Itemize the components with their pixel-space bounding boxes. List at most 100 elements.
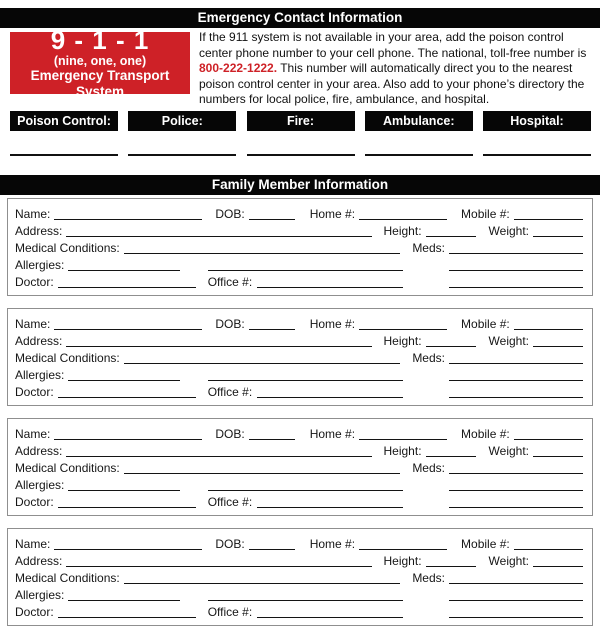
allergies-blank-line[interactable] xyxy=(68,599,181,601)
weight-blank-line[interactable] xyxy=(533,565,583,567)
dob-blank-line[interactable] xyxy=(248,218,295,220)
address-blank-line[interactable] xyxy=(66,345,372,347)
mobile-number-blank-line[interactable] xyxy=(513,328,583,330)
dob-label: DOB: xyxy=(215,536,245,551)
doctor-row: Doctor: Office #: xyxy=(15,603,583,620)
poison-control-blank-line[interactable] xyxy=(10,153,118,156)
medical-conditions-row: Medical Conditions: Meds: xyxy=(15,349,583,366)
police-blank-line[interactable] xyxy=(128,153,237,156)
meds-continuation-blank-line[interactable] xyxy=(449,269,583,271)
address-row: Address: Height: Weight: xyxy=(15,442,583,459)
height-blank-line[interactable] xyxy=(425,565,476,567)
name-row: Name: DOB: Home #: Mobile #: xyxy=(15,425,583,442)
height-label: Height: xyxy=(383,223,422,238)
weight-label: Weight: xyxy=(488,553,529,568)
name-blank-line[interactable] xyxy=(54,218,203,220)
name-label: Name: xyxy=(15,536,51,551)
allergies-continuation-blank-line[interactable] xyxy=(208,269,403,271)
meds-continuation-blank-line-2[interactable] xyxy=(449,506,583,508)
allergies-row: Allergies: xyxy=(15,476,583,493)
name-blank-line[interactable] xyxy=(54,548,203,550)
contact-label-ambulance: Ambulance: xyxy=(364,110,473,131)
weight-label: Weight: xyxy=(488,443,529,458)
dob-blank-line[interactable] xyxy=(248,328,295,330)
fire-blank-line[interactable] xyxy=(246,153,355,156)
allergies-continuation-blank-line[interactable] xyxy=(208,599,403,601)
meds-continuation-blank-line[interactable] xyxy=(449,599,583,601)
allergies-row: Allergies: xyxy=(15,256,583,273)
allergies-label: Allergies: xyxy=(15,587,65,602)
name-blank-line[interactable] xyxy=(54,438,203,440)
office-number-blank-line[interactable] xyxy=(257,286,403,288)
doctor-blank-line[interactable] xyxy=(57,286,196,288)
home-number-label: Home #: xyxy=(309,316,356,331)
doctor-blank-line[interactable] xyxy=(57,616,196,618)
home-number-blank-line[interactable] xyxy=(359,438,448,440)
ambulance-blank-line[interactable] xyxy=(364,153,473,156)
doctor-blank-line[interactable] xyxy=(57,506,196,508)
home-number-blank-line[interactable] xyxy=(359,328,448,330)
meds-label: Meds: xyxy=(412,570,445,585)
allergies-blank-line[interactable] xyxy=(68,269,181,271)
allergies-continuation-blank-line[interactable] xyxy=(208,379,403,381)
address-row: Address: Height: Weight: xyxy=(15,222,583,239)
address-blank-line[interactable] xyxy=(66,455,372,457)
family-member-header-bar: Family Member Information xyxy=(0,174,600,195)
dob-blank-line[interactable] xyxy=(248,548,295,550)
doctor-blank-line[interactable] xyxy=(57,396,196,398)
medical-conditions-blank-line[interactable] xyxy=(123,362,401,364)
allergies-continuation-blank-line[interactable] xyxy=(208,489,403,491)
allergies-label: Allergies: xyxy=(15,367,65,382)
weight-blank-line[interactable] xyxy=(533,345,583,347)
office-number-blank-line[interactable] xyxy=(257,396,403,398)
meds-blank-line[interactable] xyxy=(449,252,583,254)
dob-blank-line[interactable] xyxy=(248,438,295,440)
medical-conditions-blank-line[interactable] xyxy=(123,472,401,474)
office-number-blank-line[interactable] xyxy=(257,506,403,508)
name-blank-line[interactable] xyxy=(54,328,203,330)
mobile-number-blank-line[interactable] xyxy=(513,438,583,440)
meds-continuation-blank-line[interactable] xyxy=(449,379,583,381)
height-blank-line[interactable] xyxy=(425,235,476,237)
hospital-blank-line[interactable] xyxy=(483,153,591,156)
medical-conditions-label: Medical Conditions: xyxy=(15,350,120,365)
doctor-label: Doctor: xyxy=(15,274,54,289)
height-blank-line[interactable] xyxy=(425,455,476,457)
address-blank-line[interactable] xyxy=(66,235,372,237)
medical-conditions-blank-line[interactable] xyxy=(123,252,401,254)
allergies-blank-line[interactable] xyxy=(68,379,181,381)
doctor-label: Doctor: xyxy=(15,494,54,509)
contact-label-fire: Fire: xyxy=(246,110,355,131)
name-row: Name: DOB: Home #: Mobile #: xyxy=(15,315,583,332)
weight-blank-line[interactable] xyxy=(533,235,583,237)
mobile-number-blank-line[interactable] xyxy=(513,548,583,550)
meds-blank-line[interactable] xyxy=(449,582,583,584)
home-number-blank-line[interactable] xyxy=(359,548,448,550)
home-number-blank-line[interactable] xyxy=(359,218,448,220)
meds-continuation-blank-line-2[interactable] xyxy=(449,396,583,398)
height-label: Height: xyxy=(383,443,422,458)
medical-conditions-row: Medical Conditions: Meds: xyxy=(15,569,583,586)
medical-conditions-label: Medical Conditions: xyxy=(15,460,120,475)
meds-blank-line[interactable] xyxy=(449,472,583,474)
office-number-label: Office #: xyxy=(207,494,253,509)
doctor-label: Doctor: xyxy=(15,604,54,619)
address-blank-line[interactable] xyxy=(66,565,372,567)
mobile-number-blank-line[interactable] xyxy=(513,218,583,220)
meds-blank-line[interactable] xyxy=(449,362,583,364)
height-blank-line[interactable] xyxy=(425,345,476,347)
medical-conditions-blank-line[interactable] xyxy=(123,582,401,584)
allergies-blank-line[interactable] xyxy=(68,489,181,491)
height-label: Height: xyxy=(383,553,422,568)
badge-911-number: 9 - 1 - 1 xyxy=(50,24,150,55)
weight-label: Weight: xyxy=(488,333,529,348)
meds-continuation-blank-line[interactable] xyxy=(449,489,583,491)
poison-control-paragraph: If the 911 system is not available in yo… xyxy=(199,30,597,108)
nine-one-one-badge: 9 - 1 - 1 (nine, one, one) Emergency Tra… xyxy=(10,26,190,99)
dob-label: DOB: xyxy=(215,316,245,331)
meds-continuation-blank-line-2[interactable] xyxy=(449,286,583,288)
office-number-blank-line[interactable] xyxy=(257,616,403,618)
weight-blank-line[interactable] xyxy=(533,455,583,457)
meds-continuation-blank-line-2[interactable] xyxy=(449,616,583,618)
home-number-label: Home #: xyxy=(309,426,356,441)
